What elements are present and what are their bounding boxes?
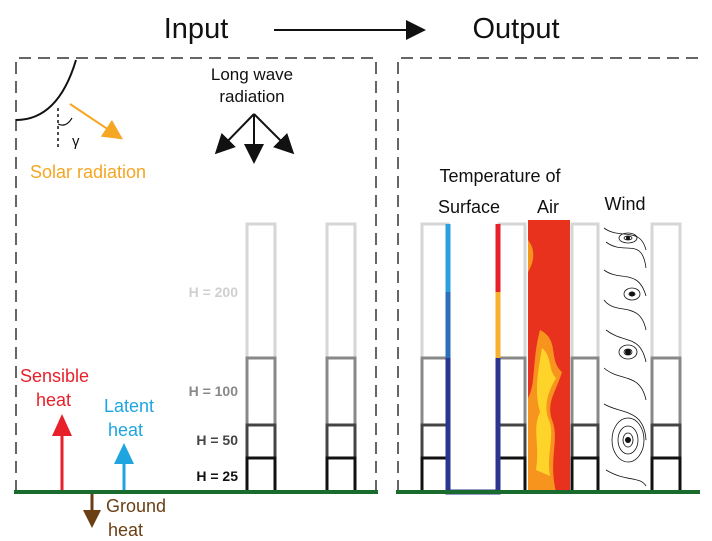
gamma-symbol: γ — [72, 133, 80, 150]
solar-radiation-label: Solar radiation — [30, 162, 146, 182]
temperature-label-line1: Temperature of — [439, 166, 561, 186]
longwave-label-line1: Long wave — [211, 65, 293, 84]
solar-ray-arrow — [69, 103, 123, 140]
height-label-100: H = 100 — [189, 383, 239, 399]
input-building-right — [325, 222, 357, 494]
ground-heat-label-line1: Ground — [106, 496, 166, 516]
air-temperature-field — [528, 220, 570, 492]
sun-icon — [15, 59, 77, 121]
output-building-2 — [497, 222, 527, 494]
input-title: Input — [164, 13, 229, 45]
angle-arc — [57, 117, 73, 126]
latent-heat-arrow-head — [114, 443, 134, 464]
wind-label: Wind — [604, 194, 645, 214]
output-title: Output — [472, 13, 559, 45]
surface-temperature-trace — [445, 224, 501, 495]
height-label-50: H = 50 — [196, 432, 238, 448]
latent-heat-label-line1: Latent — [104, 396, 154, 416]
wind-streamline-field — [600, 220, 650, 492]
longwave-label-line2: radiation — [219, 87, 284, 106]
output-building-4 — [650, 222, 682, 494]
height-label-25: H = 25 — [196, 468, 238, 484]
sensible-heat-label-line2: heat — [36, 390, 71, 410]
output-building-1 — [420, 222, 450, 494]
temperature-label-line2: Surface — [438, 197, 500, 217]
longwave-arrow-left — [214, 113, 255, 155]
ground-heat-arrow-head — [83, 510, 101, 528]
longwave-arrow-right — [253, 113, 295, 155]
air-label: Air — [537, 197, 559, 217]
sensible-heat-arrow-head — [52, 414, 72, 436]
latent-heat-label-line2: heat — [108, 420, 143, 440]
input-building-left — [245, 222, 277, 494]
output-building-3 — [570, 222, 600, 494]
input-panel-border — [15, 57, 377, 492]
ground-heat-label-line2: heat — [108, 520, 143, 540]
output-panel-border — [397, 57, 700, 492]
height-label-200: H = 200 — [189, 284, 239, 300]
sensible-heat-label-line1: Sensible — [20, 366, 89, 386]
